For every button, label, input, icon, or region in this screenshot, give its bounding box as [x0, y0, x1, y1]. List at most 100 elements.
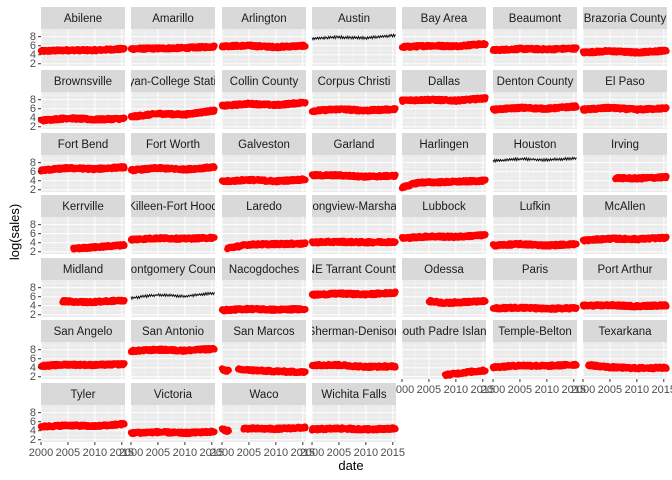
- data-point: [482, 176, 489, 183]
- facet-strip: [131, 7, 215, 29]
- facet-strip: [402, 7, 486, 29]
- facet-strip-label: Arlington: [241, 13, 286, 25]
- panel-background: [312, 29, 396, 66]
- data-point: [482, 231, 489, 238]
- facet-strip-label: Irving: [611, 139, 639, 151]
- y-tick-label: 8: [30, 157, 36, 169]
- facet-panel: Bryan-College Station: [117, 70, 229, 129]
- facet-panel: Killeen-Fort Hood: [127, 195, 218, 254]
- series-points: [37, 44, 128, 55]
- facet-strip-label: Corpus Christi: [318, 76, 391, 88]
- facet-strip: [312, 7, 396, 29]
- facet-panel: Irving: [582, 133, 670, 192]
- data-point: [392, 171, 399, 178]
- facet-strip-label: Fort Worth: [146, 139, 200, 151]
- panel-background: [41, 155, 125, 192]
- data-point: [211, 164, 218, 171]
- y-tick-label: 8: [30, 219, 36, 231]
- facet-strip-label: Fort Bend: [58, 139, 109, 151]
- facet-strip-label: Amarillo: [152, 13, 194, 25]
- facet-strip-label: Dallas: [428, 76, 460, 88]
- data-point: [392, 105, 399, 112]
- series-points: [308, 105, 399, 116]
- facet-strip-label: Bryan-College Station: [117, 76, 229, 88]
- facet-panel: Bay Area: [398, 7, 489, 66]
- data-point: [482, 94, 489, 101]
- panel-background: [222, 92, 306, 129]
- facet-panel: Lufkin: [489, 195, 580, 254]
- facet-strip-label: Brazoria County: [584, 13, 667, 25]
- series-points: [127, 42, 218, 54]
- facet-panel: Galveston: [218, 133, 309, 192]
- facet-panel: Denton County: [489, 70, 580, 129]
- panel-background: [583, 29, 667, 66]
- facet-strip: [41, 7, 125, 29]
- series-points: [308, 237, 399, 247]
- facet-panel: Beaumont: [489, 7, 580, 66]
- series-points: [489, 44, 580, 55]
- facet-panel: Brazoria County: [579, 7, 670, 66]
- series-points: [579, 103, 670, 114]
- data-point: [302, 99, 309, 106]
- facet-panel: Amarillo: [127, 7, 218, 66]
- facet-strip-label: Denton County: [497, 76, 574, 88]
- data-point: [663, 104, 670, 112]
- facet-strip-label: Bay Area: [421, 13, 468, 25]
- facet-panel: Dallas: [398, 70, 489, 129]
- panel-background: [222, 155, 306, 192]
- series-points: [398, 40, 489, 51]
- y-tick-label: 8: [30, 94, 36, 106]
- facet-panel: Laredo: [221, 195, 309, 254]
- facet-strip-label: Laredo: [246, 201, 282, 213]
- data-point: [573, 44, 580, 51]
- facet-strip-label: Harlingen: [419, 139, 468, 151]
- facet-panel: Longview-Marshall: [306, 195, 402, 254]
- facet-strip-label: Garland: [334, 139, 375, 151]
- facet-panels: Abilene 246 8 Amarillo Arlington Austin Bay Ar…: [29, 7, 672, 459]
- data-point: [302, 43, 309, 50]
- facet-strip-label: Killeen-Fort Hood: [128, 201, 217, 213]
- data-point: [392, 238, 399, 246]
- data-point: [211, 234, 218, 241]
- panel-background: [583, 155, 667, 192]
- facet-strip-label: Houston: [514, 139, 557, 151]
- facet-strip-label: Longview-Marshall: [306, 201, 402, 213]
- facet-panel: Fort Worth: [127, 133, 218, 192]
- facet-strip: [222, 7, 306, 29]
- facet-strip-label: Abilene: [64, 13, 102, 25]
- series-points: [612, 172, 670, 183]
- data-point: [482, 40, 489, 48]
- facet-strip: [583, 7, 667, 29]
- data-point: [663, 173, 670, 180]
- data-point: [121, 114, 128, 122]
- data-point: [573, 104, 580, 111]
- y-tick-label: 4: [30, 49, 36, 61]
- data-point: [211, 42, 218, 49]
- facet-panel: Harlingen: [398, 133, 489, 192]
- facet-panel: El Paso: [579, 70, 670, 129]
- facet-strip-label: Brownsville: [54, 76, 112, 88]
- facet-panel: Houston: [492, 133, 577, 192]
- facet-strip-label: Galveston: [238, 139, 290, 151]
- data-point: [121, 45, 128, 52]
- facet-strip-label: Lufkin: [520, 201, 551, 213]
- data-point: [663, 47, 670, 55]
- facet-strip-label: Collin County: [230, 76, 299, 88]
- facet-strip-label: Austin: [338, 13, 370, 25]
- panel-background: [312, 217, 396, 254]
- data-point: [302, 239, 309, 246]
- facet-strip-label: Kerrville: [62, 201, 104, 213]
- series-points: [218, 41, 309, 52]
- y-tick-label: 6: [30, 40, 36, 52]
- y-tick-label: 2: [30, 58, 36, 70]
- facet-panel: Austin: [311, 7, 396, 66]
- series-points: [308, 171, 399, 181]
- facet-strip-label: Beaumont: [509, 13, 562, 25]
- facet-strip-label: Lubbock: [422, 201, 466, 213]
- facet-strip-label: El Paso: [605, 76, 645, 88]
- data-point: [121, 165, 128, 172]
